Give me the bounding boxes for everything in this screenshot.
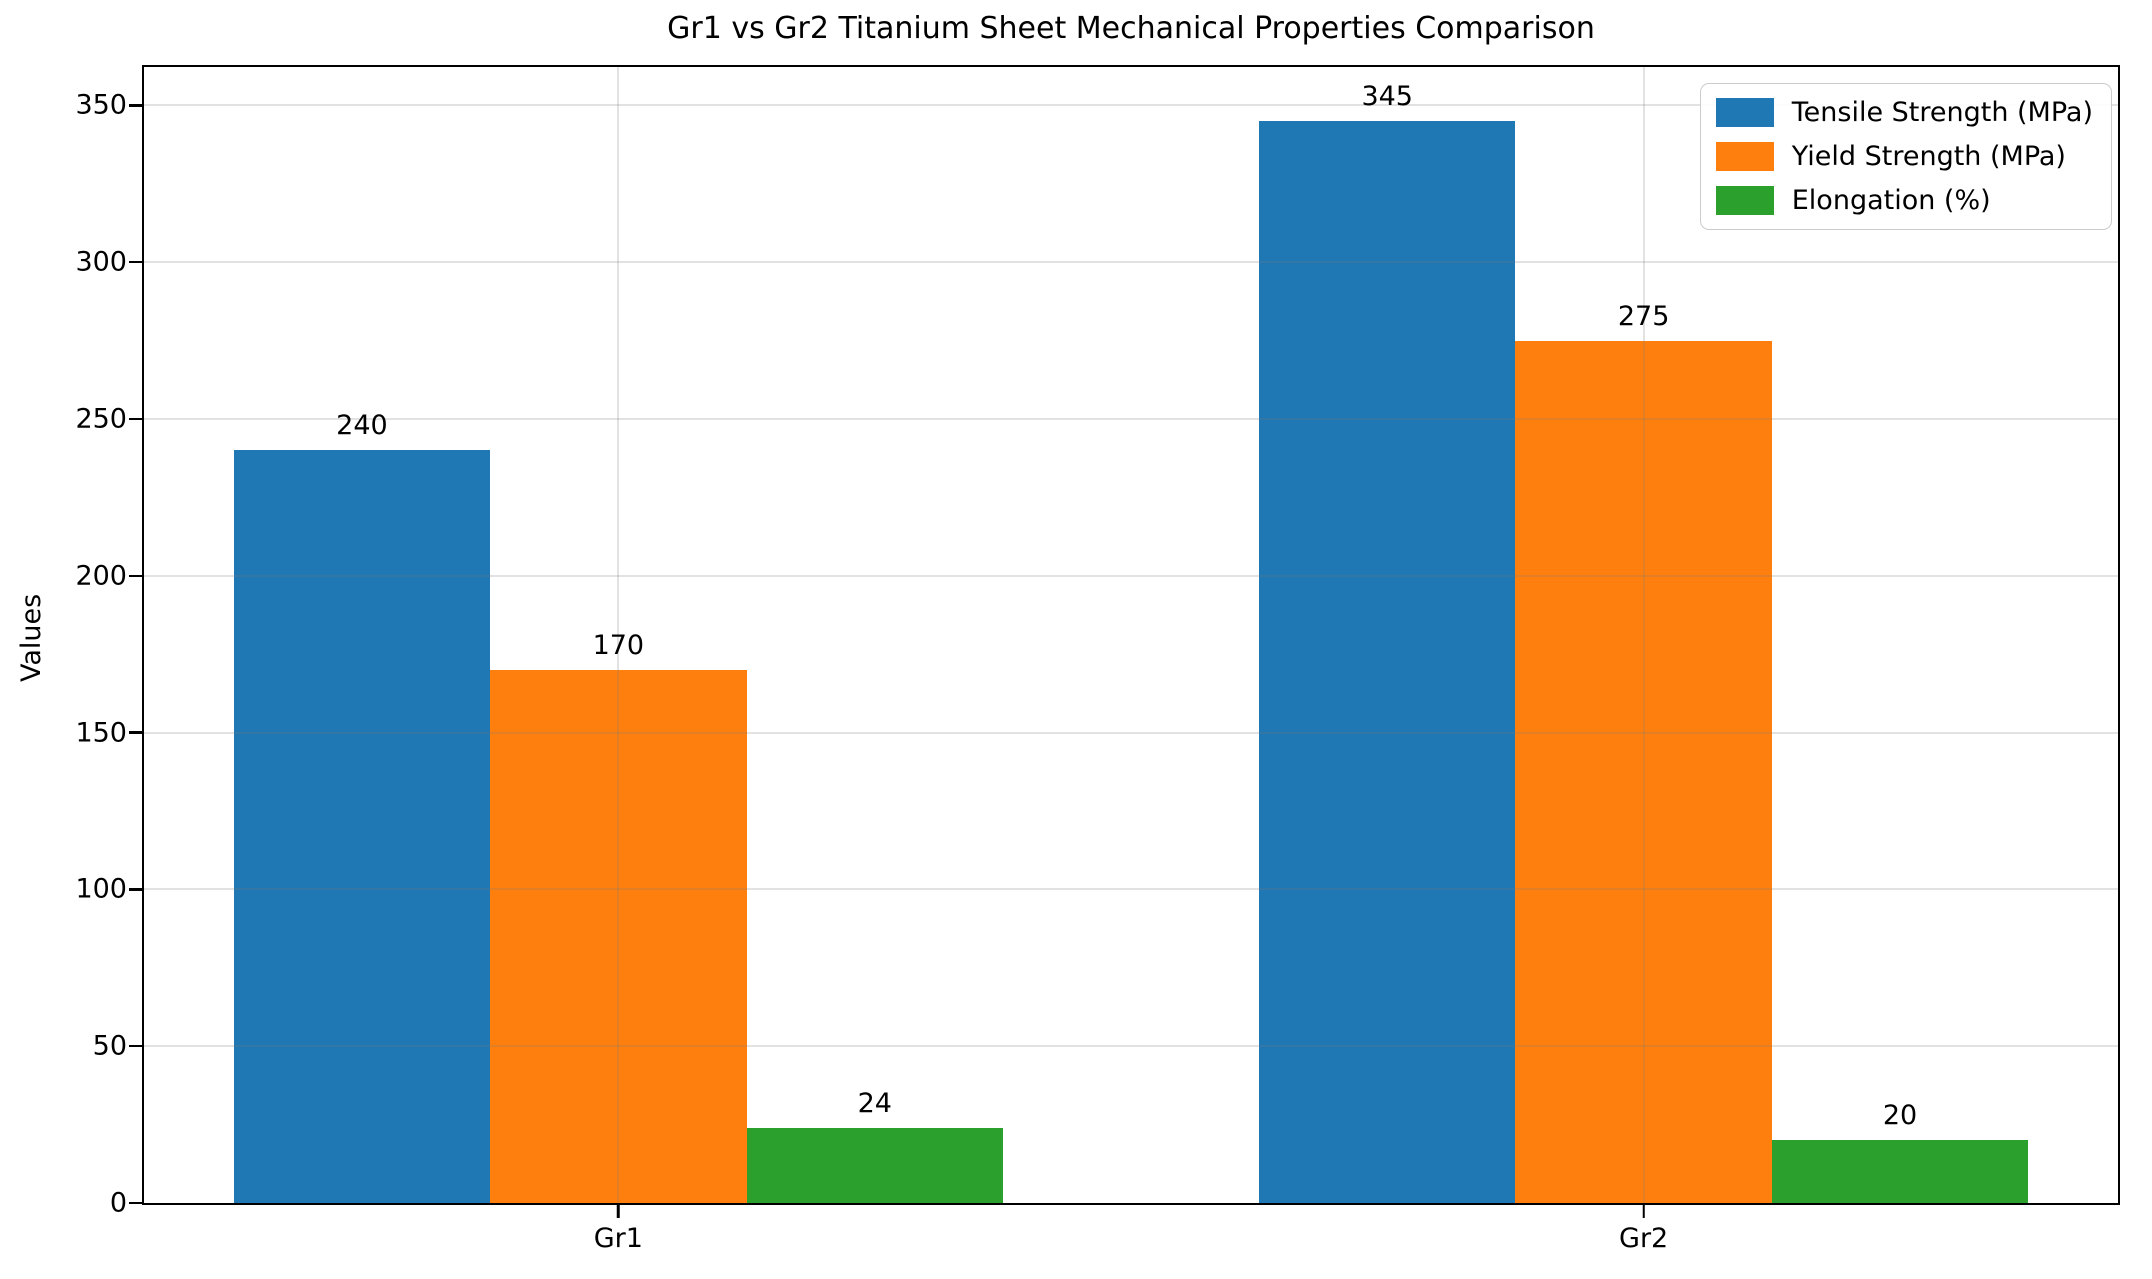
legend-label-tensile-strength-mpa: Tensile Strength (MPa) (1791, 97, 2093, 128)
value-label-gr1-elongation: 24 (857, 1087, 892, 1119)
legend-label-yield-strength-mpa: Yield Strength (MPa) (1791, 141, 2066, 172)
gridline-horizontal (144, 261, 2118, 264)
y-tick-label-350: 350 (75, 89, 127, 121)
y-tick-label-100: 100 (75, 873, 127, 905)
legend: Tensile Strength (MPa) Yield Strength (MP… (1699, 83, 2112, 230)
gridline-horizontal (144, 574, 2118, 577)
value-label-gr2-elongation: 20 (1882, 1100, 1918, 1132)
gridline-horizontal (144, 888, 2118, 891)
value-label-gr2-yield-strength-mpa: 275 (1617, 300, 1670, 332)
value-label-gr1-tensile-strength-mpa: 240 (336, 410, 388, 442)
y-tick-label-0: 0 (109, 1187, 127, 1219)
gridline-horizontal (144, 731, 2118, 734)
legend-item-tensile-strength-mpa: Tensile Strength (MPa) (1715, 97, 2093, 128)
legend-item-elongation: Elongation (%) (1715, 185, 2093, 216)
y-tick-label-250: 250 (75, 403, 127, 435)
y-tick-label-300: 300 (75, 246, 127, 278)
legend-swatch-elongation (1715, 186, 1774, 215)
x-tick-mark (1642, 1205, 1645, 1218)
legend-label-elongation: Elongation (%) (1791, 185, 1991, 216)
x-tick-mark (617, 1205, 620, 1218)
x-tick-label-gr1: Gr1 (593, 1223, 643, 1254)
plot-area: Tensile Strength (MPa) Yield Strength (MP… (75, 65, 2120, 1254)
y-tick-mark (129, 1201, 142, 1205)
bar-gr1-yield-strength-mpa (490, 669, 747, 1203)
y-tick-mark (129, 104, 142, 107)
gridline-vertical (617, 67, 620, 1203)
legend-item-yield-strength-mpa: Yield Strength (MPa) (1715, 141, 2093, 172)
bar-gr1-elongation (746, 1127, 1003, 1203)
y-tick-label-50: 50 (92, 1030, 127, 1062)
y-tick-mark (129, 888, 142, 891)
chart-title: Gr1 vs Gr2 Titanium Sheet Mechanical Pro… (667, 11, 1595, 46)
y-tick-label-200: 200 (75, 560, 127, 592)
value-label-gr2-tensile-strength-mpa: 345 (1361, 81, 1413, 113)
y-tick-mark (129, 574, 142, 578)
y-tick-mark (129, 731, 142, 734)
legend-swatch-tensile-strength-mpa (1715, 98, 1774, 127)
y-axis-label: Values (16, 593, 47, 682)
gridline-horizontal (144, 418, 2118, 421)
x-tick-label-gr2: Gr2 (1619, 1223, 1669, 1254)
y-tick-label-150: 150 (75, 717, 127, 749)
y-tick-mark (129, 1044, 142, 1048)
y-tick-mark (129, 417, 142, 421)
gridline-vertical (1642, 67, 1645, 1203)
y-tick-mark (129, 260, 142, 264)
value-label-gr1-yield-strength-mpa: 170 (592, 629, 645, 661)
bar-gr2-elongation (1771, 1140, 2029, 1203)
gridline-horizontal (144, 104, 2118, 107)
bar-gr2-tensile-strength-mpa (1259, 121, 1516, 1203)
legend-swatch-yield-strength-mpa (1715, 142, 1774, 171)
gridline-horizontal (144, 1045, 2118, 1048)
bar-gr2-yield-strength-mpa (1515, 340, 1772, 1203)
bar-gr1-tensile-strength-mpa (233, 450, 491, 1203)
